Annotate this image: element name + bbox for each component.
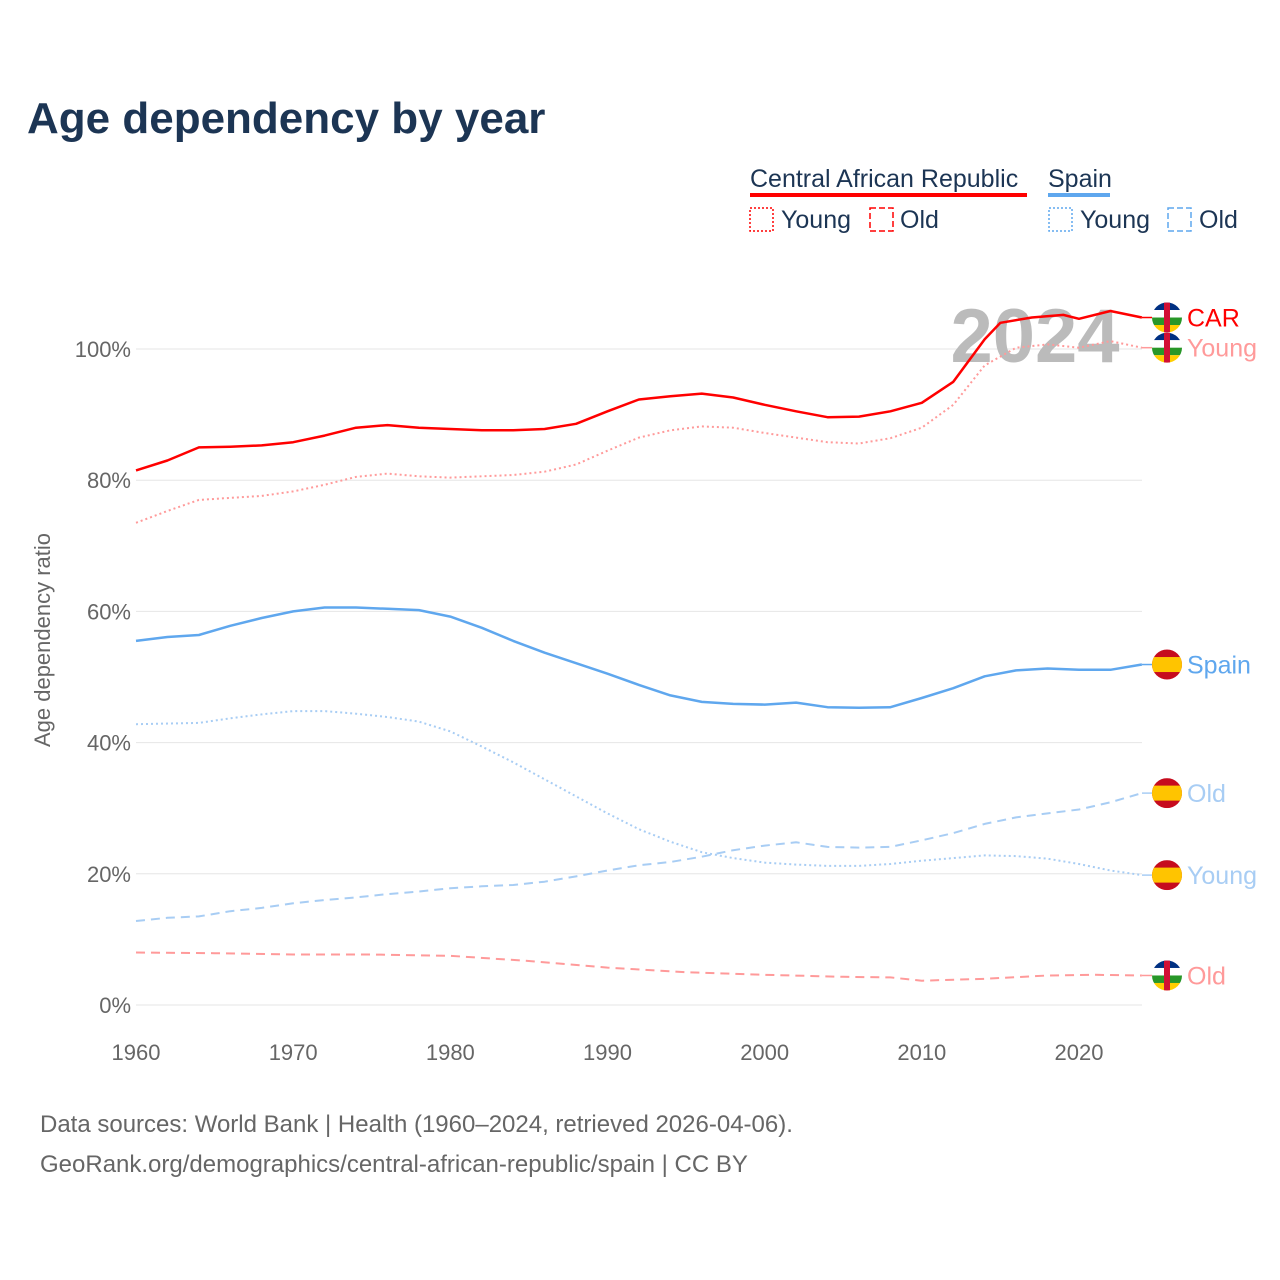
y-tick-label: 40% bbox=[87, 731, 131, 756]
legend-car-title: Central African Republic bbox=[750, 165, 1018, 193]
source-line-2[interactable]: GeoRank.org/demographics/central-african… bbox=[40, 1151, 748, 1178]
legend-car-old-swatch bbox=[869, 207, 894, 232]
y-axis-label: Age dependency ratio bbox=[30, 533, 55, 747]
series-line-car-old bbox=[135, 951, 1142, 982]
y-tick-label: 0% bbox=[99, 993, 131, 1018]
legend: Central African Republic Young Old Spain… bbox=[749, 165, 1238, 234]
end-label: Young bbox=[1187, 335, 1257, 363]
x-tick-label: 2010 bbox=[897, 1040, 946, 1065]
legend-spain-old-swatch bbox=[1167, 207, 1192, 232]
x-tick-label: 2000 bbox=[740, 1040, 789, 1065]
source-line-1: Data sources: World Bank | Health (1960–… bbox=[40, 1111, 793, 1138]
end-label: Spain bbox=[1187, 652, 1251, 680]
x-tick-label: 2020 bbox=[1055, 1040, 1104, 1065]
legend-car-young: Young bbox=[781, 206, 851, 234]
legend-spain-young-swatch bbox=[1048, 207, 1073, 232]
y-tick-label: 100% bbox=[75, 337, 131, 362]
legend-spain-young: Young bbox=[1080, 206, 1150, 234]
y-tick-label: 60% bbox=[87, 599, 131, 624]
legend-spain-old: Old bbox=[1199, 206, 1238, 234]
car-flag-icon bbox=[1152, 302, 1182, 333]
end-label: Old bbox=[1187, 962, 1226, 990]
series-line-spain-young bbox=[135, 710, 1143, 877]
end-label: Old bbox=[1187, 780, 1226, 808]
legend-car-old: Old bbox=[900, 206, 939, 234]
x-tick-label: 1970 bbox=[269, 1040, 318, 1065]
end-label: Young bbox=[1187, 862, 1257, 890]
legend-spain-title: Spain bbox=[1048, 165, 1112, 193]
series-line-car-young bbox=[135, 340, 1143, 524]
y-tick-label: 20% bbox=[87, 862, 131, 887]
x-tick-label: 1980 bbox=[426, 1040, 475, 1065]
series-line-spain bbox=[135, 606, 1143, 710]
year-watermark: 2024 bbox=[950, 294, 1119, 379]
legend-car-young-swatch bbox=[749, 207, 774, 232]
spain-flag-icon bbox=[1152, 649, 1182, 680]
series-line-spain-old bbox=[135, 792, 1143, 922]
car-flag-icon bbox=[1152, 332, 1182, 363]
car-flag-icon bbox=[1152, 960, 1182, 991]
spain-flag-icon bbox=[1152, 778, 1182, 809]
x-tick-label: 1960 bbox=[112, 1040, 161, 1065]
series-line-car bbox=[135, 309, 1143, 472]
page-title: Age dependency by year bbox=[27, 94, 545, 143]
spain-flag-icon bbox=[1152, 860, 1182, 891]
x-tick-label: 1990 bbox=[583, 1040, 632, 1065]
y-tick-label: 80% bbox=[87, 468, 131, 493]
end-label: CAR bbox=[1187, 305, 1240, 333]
